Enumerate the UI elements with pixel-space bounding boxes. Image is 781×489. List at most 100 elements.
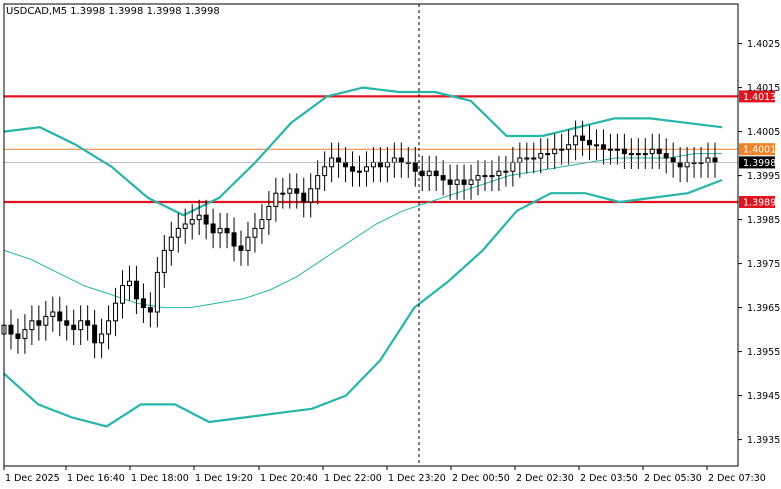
candle[interactable] [566,129,572,165]
candle-body [454,179,460,185]
candle[interactable] [210,208,216,249]
candle[interactable] [154,257,160,328]
candle[interactable] [78,305,84,345]
candle[interactable] [357,155,362,187]
candle[interactable] [621,133,627,169]
candle[interactable] [64,305,70,341]
candle[interactable] [287,173,293,209]
candle[interactable] [531,142,537,174]
candle[interactable] [587,125,593,161]
candle[interactable] [294,173,300,209]
candle[interactable] [503,155,509,187]
candle[interactable] [99,318,105,359]
candle[interactable] [245,221,251,266]
candle[interactable] [182,208,188,244]
candle-body [259,219,265,229]
candle[interactable] [600,129,606,165]
candle[interactable] [454,164,460,200]
candle[interactable] [224,213,230,249]
candle-body [8,324,14,335]
candle[interactable] [524,142,530,174]
candle[interactable] [147,292,153,328]
candle[interactable] [447,164,453,200]
candle[interactable] [120,270,125,319]
candle[interactable] [43,301,49,341]
candle[interactable] [315,160,321,205]
candle[interactable] [266,191,272,235]
candle[interactable] [308,173,314,218]
candle[interactable] [642,138,648,169]
candle[interactable] [175,213,181,253]
candle[interactable] [231,217,237,262]
candle[interactable] [433,155,439,191]
candle-body [322,166,328,177]
candle[interactable] [8,309,14,350]
candle[interactable] [252,213,258,253]
candle[interactable] [580,120,586,156]
candle[interactable] [594,129,599,161]
candle[interactable] [196,199,202,235]
candle[interactable] [607,133,613,165]
candle[interactable] [15,318,21,354]
candle[interactable] [217,213,223,249]
candle[interactable] [168,221,174,266]
candle[interactable] [92,309,98,359]
candle[interactable] [57,296,63,337]
candle[interactable] [71,309,77,345]
candle[interactable] [489,160,495,191]
candle[interactable] [475,160,481,196]
candle[interactable] [50,296,56,332]
candle[interactable] [322,151,328,191]
candle[interactable] [161,235,167,288]
candle[interactable] [106,305,112,350]
candle[interactable] [461,164,467,200]
candle[interactable] [663,138,669,174]
level-price-label-1-bg [739,143,775,156]
candle[interactable] [140,283,146,323]
candle[interactable] [545,138,551,169]
candle-body [419,170,425,177]
candle-body [398,157,404,163]
candle[interactable] [419,155,425,191]
candle[interactable] [301,177,307,218]
candle[interactable] [482,160,488,191]
candle[interactable] [363,151,369,187]
candle-body [580,135,586,141]
candle[interactable] [635,138,641,169]
candle[interactable] [273,177,279,222]
candle[interactable] [259,204,265,244]
candle[interactable] [559,133,565,165]
candle[interactable] [628,138,634,169]
candle[interactable] [496,155,502,191]
candle-body [377,161,383,168]
candle[interactable] [113,287,119,337]
candle[interactable] [189,204,195,240]
candle-body [705,157,711,163]
candle-body [384,161,390,168]
candle[interactable] [203,199,209,240]
candle[interactable] [468,164,474,200]
candle[interactable] [280,177,286,209]
candle[interactable] [614,133,620,165]
candle-body [294,188,300,194]
candle[interactable] [552,133,558,169]
candle[interactable] [649,133,655,169]
candle[interactable] [538,138,544,174]
candle[interactable] [656,133,662,169]
candle-body [670,157,676,163]
candle[interactable] [426,155,432,191]
candle[interactable] [126,265,132,301]
candle[interactable] [238,230,244,266]
candle-body [357,170,362,173]
candle[interactable] [133,265,139,315]
candle[interactable] [440,160,446,196]
candle[interactable] [29,305,35,345]
x-tick-label: 1 Dec 19:20 [195,473,253,484]
candle[interactable] [350,151,356,187]
candle[interactable] [85,305,91,341]
candle[interactable] [36,305,42,341]
candle[interactable] [22,314,28,354]
candle[interactable] [573,120,579,161]
